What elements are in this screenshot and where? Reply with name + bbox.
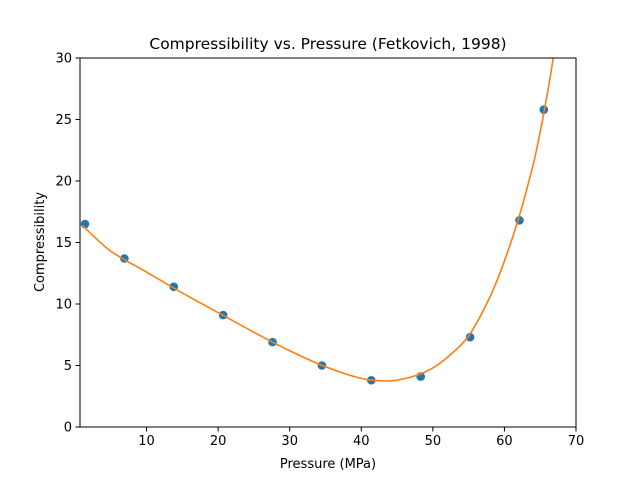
y-axis-label: Compressibility bbox=[33, 192, 48, 292]
y-tick-label: 30 bbox=[55, 52, 72, 67]
data-point bbox=[465, 332, 475, 342]
x-tick-label: 70 bbox=[568, 434, 585, 449]
plot-content: 10 20 30 40 50 60 70 0 5 10 15 20 25 30 bbox=[55, 52, 585, 450]
x-axis-label: Pressure (MPa) bbox=[280, 457, 376, 472]
fit-curve-line bbox=[81, 58, 555, 382]
y-tick-label: 25 bbox=[55, 113, 72, 128]
x-tick-label: 20 bbox=[210, 434, 227, 449]
chart-title: Compressibility vs. Pressure (Fetkovich,… bbox=[149, 35, 506, 53]
x-tick-label: 40 bbox=[353, 434, 370, 449]
x-tick-label: 50 bbox=[425, 434, 442, 449]
y-tick-label: 20 bbox=[55, 175, 72, 190]
x-tick-label: 60 bbox=[496, 434, 513, 449]
y-tick-label: 15 bbox=[55, 236, 72, 251]
x-tick-label: 10 bbox=[138, 434, 155, 449]
y-tick-label: 0 bbox=[64, 421, 72, 436]
y-tick-label: 10 bbox=[55, 298, 72, 313]
x-tick-label: 30 bbox=[281, 434, 298, 449]
y-tick-label: 5 bbox=[64, 359, 72, 374]
